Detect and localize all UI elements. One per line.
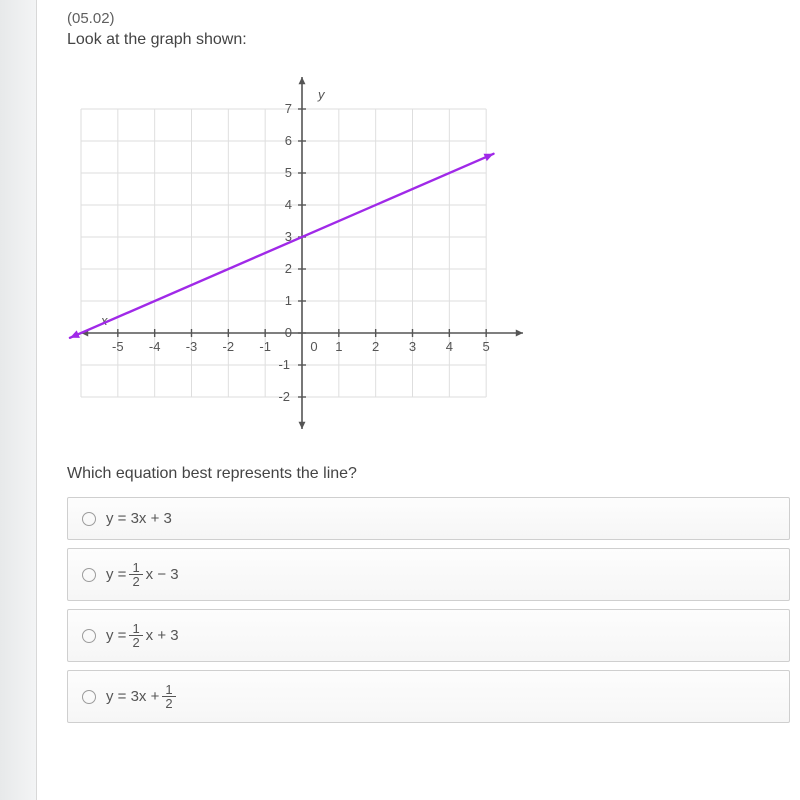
radio-icon — [82, 690, 96, 704]
svg-text:2: 2 — [372, 339, 379, 354]
graph: -5-4-3-2-112345-2-1012345670yx — [67, 63, 537, 443]
answer-option[interactable]: y = 12x + 3 — [67, 609, 790, 662]
question-prompt: Look at the graph shown: — [67, 31, 800, 49]
svg-text:-2: -2 — [278, 389, 290, 404]
radio-icon — [82, 568, 96, 582]
svg-text:-1: -1 — [259, 339, 271, 354]
svg-text:1: 1 — [335, 339, 342, 354]
svg-text:4: 4 — [446, 339, 453, 354]
svg-text:-3: -3 — [186, 339, 198, 354]
option-equation: y = 3x + 12 — [106, 683, 177, 710]
answer-option[interactable]: y = 3x + 12 — [67, 670, 790, 723]
svg-text:4: 4 — [285, 197, 292, 212]
option-equation: y = 12x + 3 — [106, 622, 179, 649]
svg-text:0: 0 — [310, 339, 317, 354]
svg-text:2: 2 — [285, 261, 292, 276]
svg-text:-1: -1 — [278, 357, 290, 372]
radio-icon — [82, 512, 96, 526]
svg-text:3: 3 — [409, 339, 416, 354]
svg-text:0: 0 — [285, 325, 292, 340]
options-list: y = 3x + 3 y = 12x − 3 y = 12x + 3 y = 3x +… — [67, 497, 800, 723]
svg-text:-5: -5 — [112, 339, 124, 354]
question-card: (05.02) Look at the graph shown: -5 -4 -3 -… — [36, 0, 800, 800]
option-equation: y = 12x − 3 — [106, 561, 179, 588]
svg-text:y: y — [317, 87, 326, 102]
svg-text:-2: -2 — [223, 339, 235, 354]
graph-container: -5-4-3-2-112345-2-1012345670yx — [67, 63, 800, 443]
svg-text:5: 5 — [483, 339, 490, 354]
answer-option[interactable]: y = 3x + 3 — [67, 497, 790, 540]
option-equation: y = 3x + 3 — [106, 510, 172, 527]
answer-option[interactable]: y = 12x − 3 — [67, 548, 790, 601]
svg-text:7: 7 — [285, 101, 292, 116]
svg-text:1: 1 — [285, 293, 292, 308]
question-code: (05.02) — [67, 10, 800, 27]
radio-icon — [82, 629, 96, 643]
svg-text:-4: -4 — [149, 339, 161, 354]
svg-text:5: 5 — [285, 165, 292, 180]
question-text: Which equation best represents the line? — [67, 465, 800, 483]
svg-text:6: 6 — [285, 133, 292, 148]
